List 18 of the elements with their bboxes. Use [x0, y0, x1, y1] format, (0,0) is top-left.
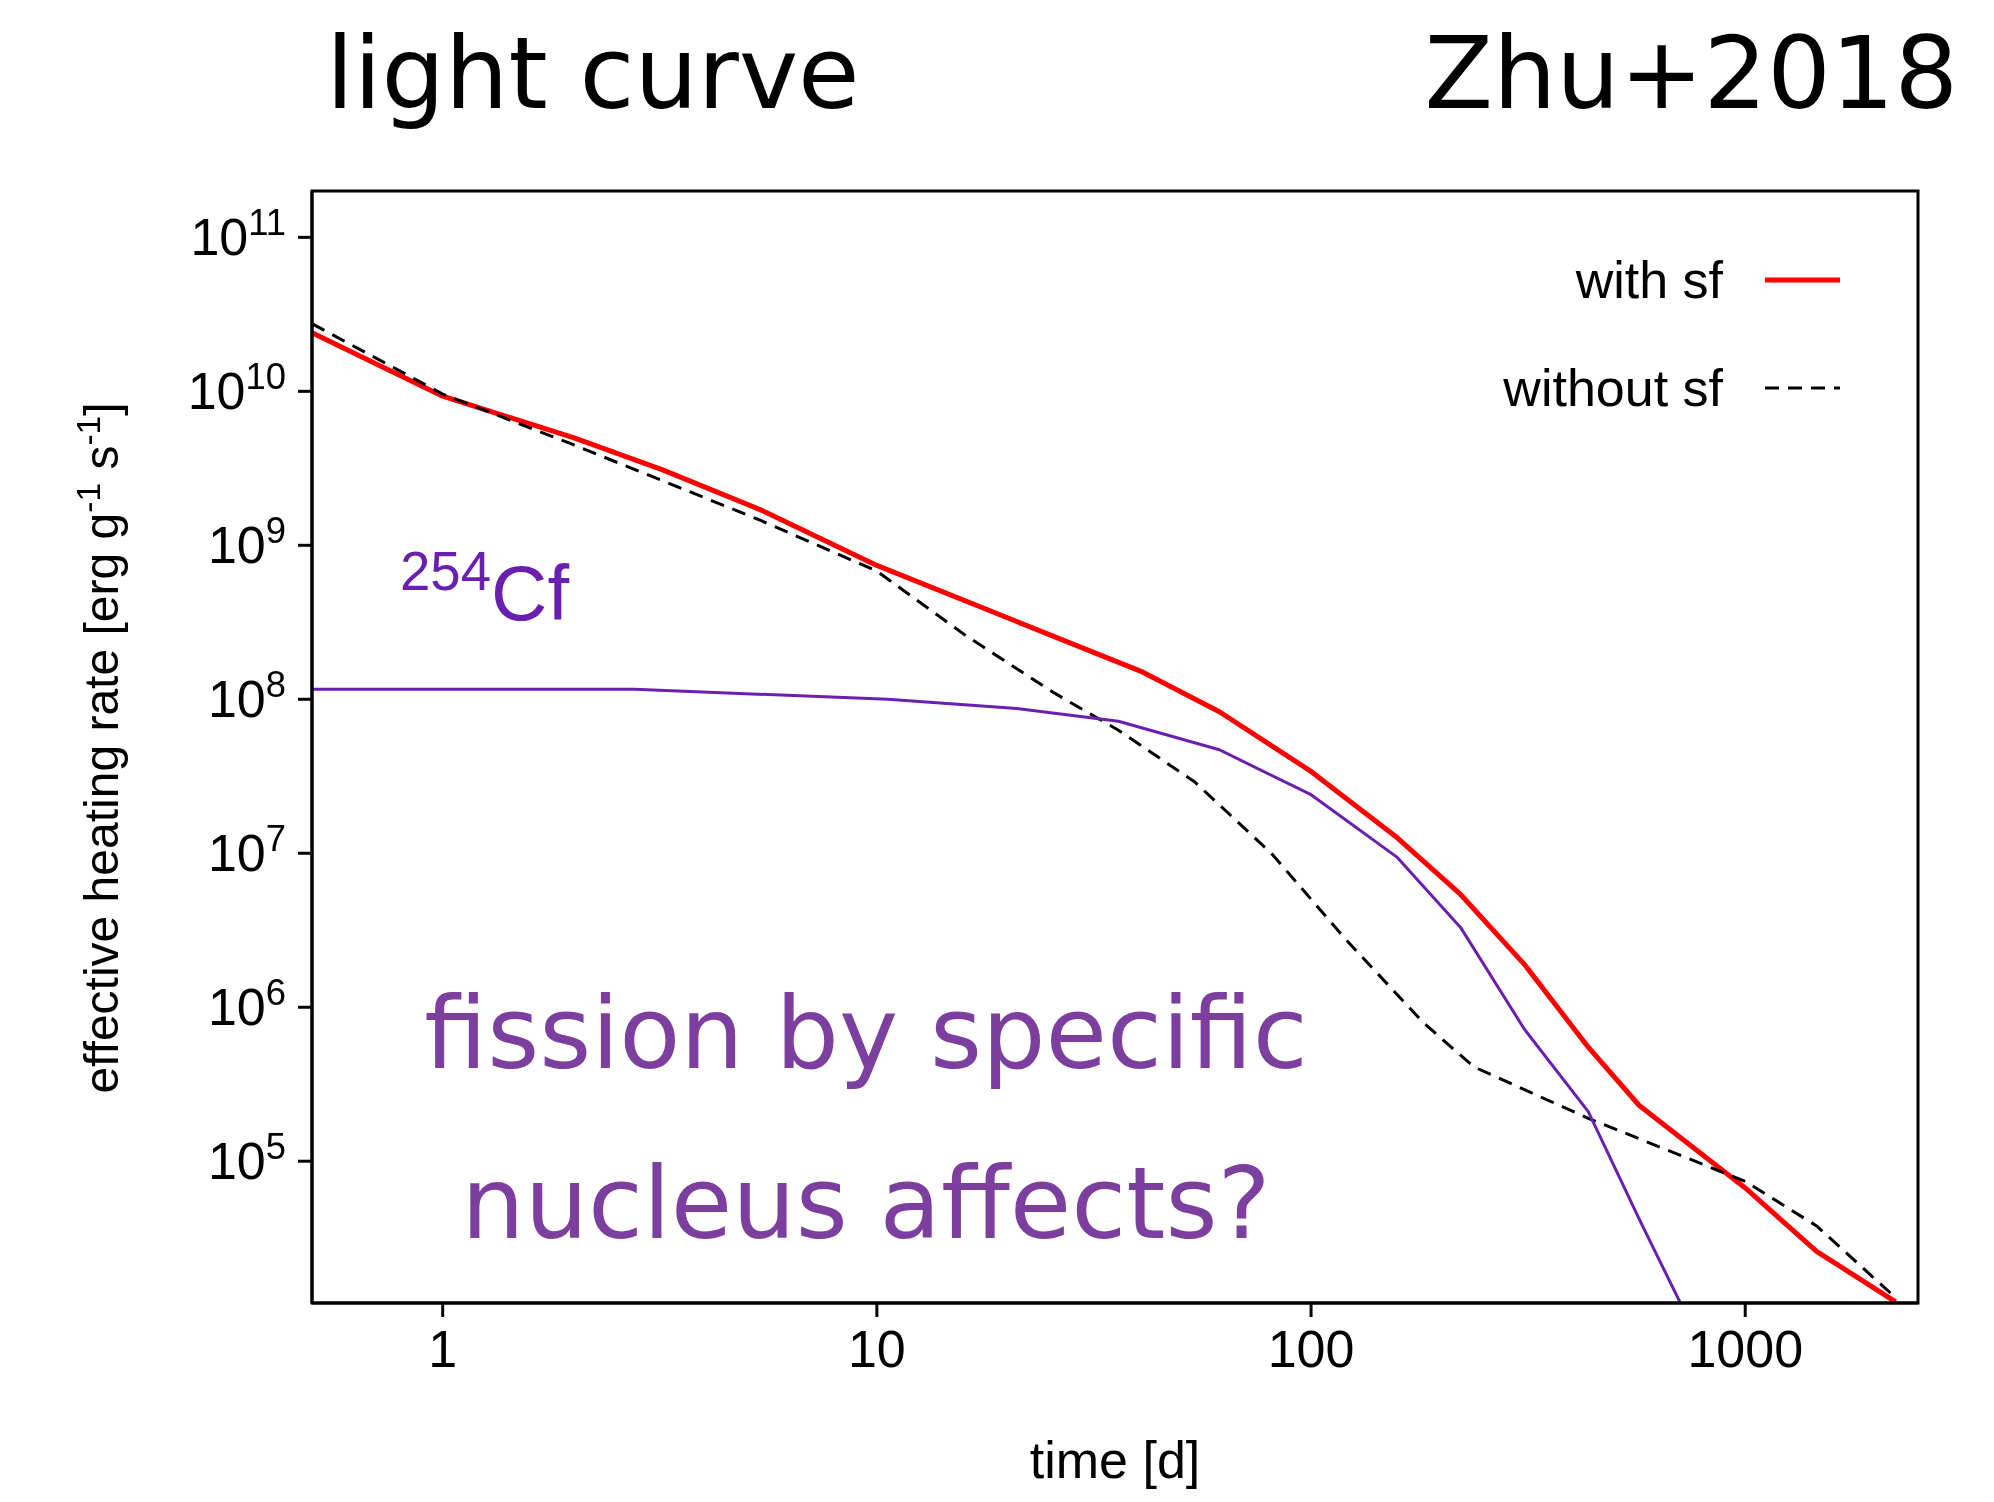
y-tick-label: 10$^{7}$ [207, 817, 286, 883]
legend-label: with sf [1574, 251, 1724, 309]
chart-title: light curve [326, 15, 860, 132]
legend-label: without sf [1502, 359, 1724, 417]
y-tick-label: 10$^{11}$ [190, 201, 286, 267]
y-tick-label: 10$^{8}$ [207, 663, 286, 729]
y-tick-label: 10$^{6}$ [207, 971, 286, 1037]
x-tick-label: 1000 [1687, 1320, 1804, 1378]
x-tick-label: 10 [847, 1320, 906, 1378]
y-tick-label: 10$^{10}$ [187, 355, 286, 421]
x-tick-label: 100 [1267, 1320, 1355, 1378]
chart-subtitle: Zhu+2018 [1424, 15, 1958, 132]
y-tick-label: 10$^{5}$ [207, 1125, 286, 1191]
x-tick-label: 1 [428, 1320, 458, 1378]
annotation: fission by specific nucleus affects? [424, 975, 1308, 1262]
annotation: $^{254}$Cf [400, 540, 570, 637]
y-tick-label: 10$^{9}$ [207, 509, 286, 575]
x-axis-title: time [d] [1029, 1431, 1201, 1489]
